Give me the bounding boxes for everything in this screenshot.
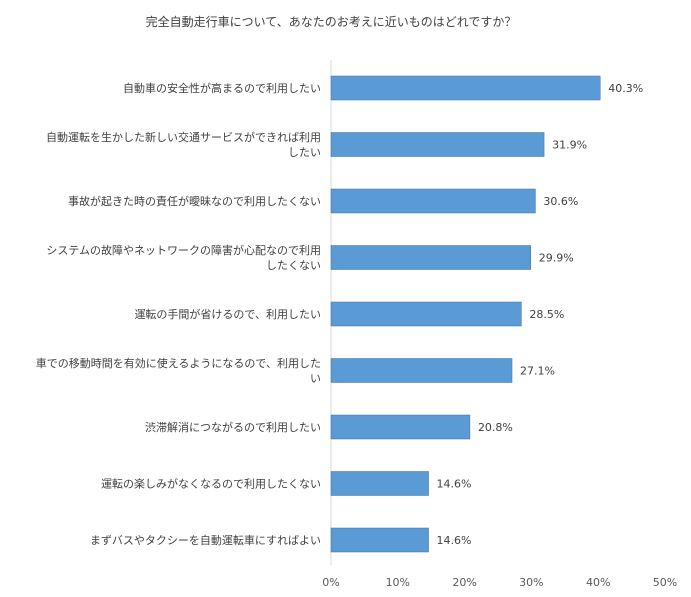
chart-title: 完全自動走行車について、あなたのお考えに近いものはどれですか？ (146, 14, 517, 29)
category-label-line: 渋滞解消につながるので利用したい (145, 420, 321, 434)
bar (330, 245, 531, 270)
category-label-line: 事故が起きた時の責任が曖昧なので利用したくない (68, 194, 321, 208)
category-label-line: い (310, 372, 321, 385)
category-label: 自動運転を生かした新しい交通サービスができれば利用したい (46, 130, 321, 159)
category-label-line: 車での移動時間を有効に使えるようになるので、利用した (36, 356, 321, 370)
x-tick-label: 40% (586, 576, 610, 589)
x-tick-label: 30% (519, 576, 543, 589)
x-tick-label: 0% (322, 576, 339, 589)
category-label: 自動車の安全性が高まるので利用したい (123, 81, 321, 95)
category-label-line: 運転の楽しみがなくなるので利用したくない (101, 477, 321, 491)
category-label-line: システムの故障やネットワークの障害が心配なので利用 (46, 243, 321, 257)
category-label-line: まずバスやタクシーを自動運転車にすればよい (90, 533, 321, 547)
data-label: 29.9% (539, 252, 574, 265)
category-label: 渋滞解消につながるので利用したい (145, 420, 321, 434)
x-tick-labels: 0% 10% 20% 30% 40% 50% (322, 576, 677, 589)
data-label: 28.5% (529, 308, 564, 321)
bar (330, 75, 601, 101)
category-label-line: 自動車の安全性が高まるので利用したい (123, 81, 321, 95)
x-tick-label: 10% (386, 576, 410, 589)
data-label: 40.3% (608, 82, 643, 95)
category-label-line: したくない (266, 259, 321, 272)
bar (330, 188, 536, 214)
category-label: 事故が起きた時の責任が曖昧なので利用したくない (68, 194, 321, 208)
data-label: 14.6% (437, 478, 472, 491)
data-labels-layer: 40.3% 31.9% 30.6% 29.9% 28.5% 27.1% 20.8% 14.6%… (437, 82, 644, 547)
data-label: 31.9% (552, 139, 587, 152)
x-tick-label: 50% (653, 576, 677, 589)
category-label-line: 運転の手間が省けるので、利用したい (134, 307, 321, 321)
category-label: 運転の楽しみがなくなるので利用したくない (101, 477, 321, 491)
bar (330, 301, 522, 327)
bar (330, 358, 513, 383)
bars-layer (330, 75, 601, 553)
category-labels-layer: 自動車の安全性が高まるので利用したい自動運転を生かした新しい交通サービスができれ… (36, 81, 321, 547)
category-label: 車での移動時間を有効に使えるようになるので、利用したい (36, 356, 321, 385)
category-label: 運転の手間が省けるので、利用したい (134, 307, 321, 321)
category-label: まずバスやタクシーを自動運転車にすればよい (90, 533, 321, 547)
data-label: 30.6% (543, 195, 578, 208)
bar (330, 527, 429, 553)
category-label: システムの故障やネットワークの障害が心配なので利用したくない (46, 243, 321, 272)
x-tick-label: 20% (452, 576, 476, 589)
category-label-line: 自動運転を生かした新しい交通サービスができれば利用 (46, 130, 321, 144)
data-label: 14.6% (437, 534, 472, 547)
bar (330, 471, 429, 496)
bar (330, 414, 471, 440)
data-label: 20.8% (478, 421, 513, 434)
bar (330, 132, 545, 157)
category-label-line: したい (288, 146, 321, 159)
data-label: 27.1% (520, 365, 555, 378)
